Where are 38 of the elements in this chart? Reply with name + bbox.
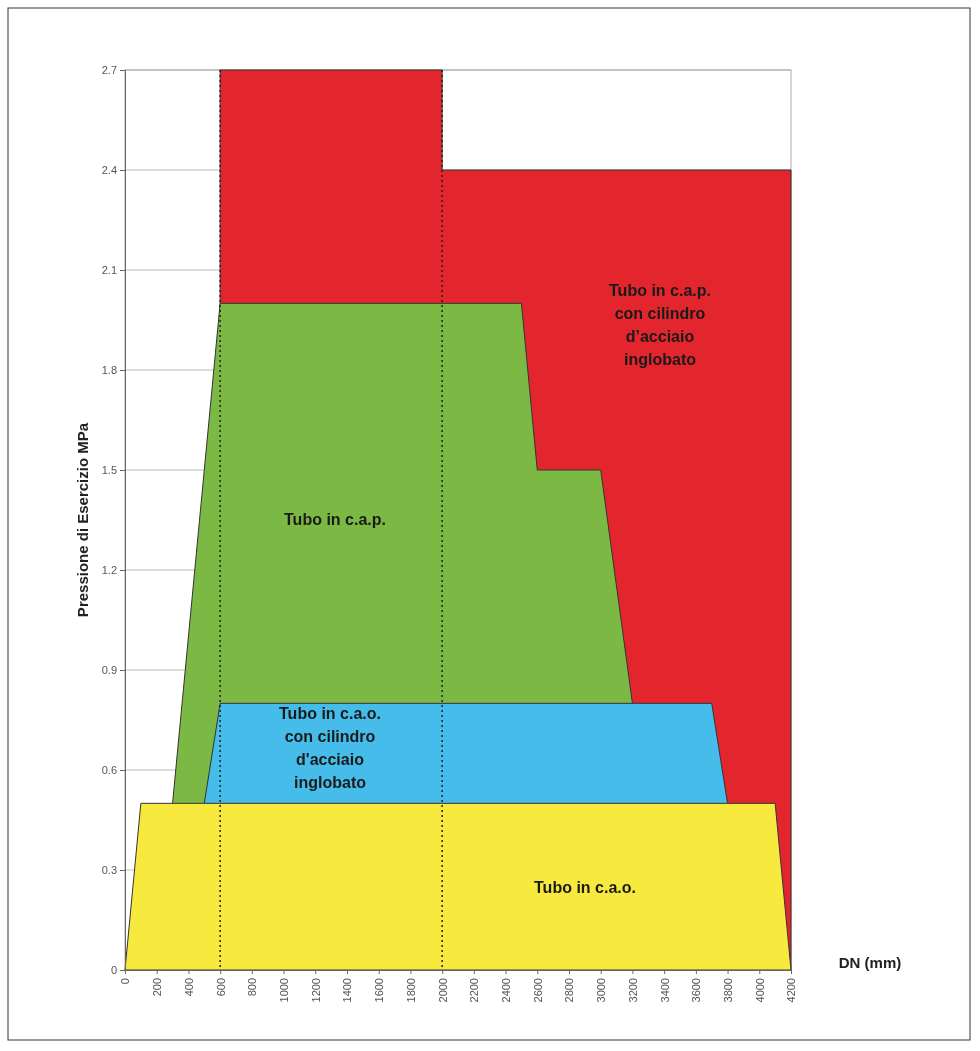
x-tick-label: 4000 <box>753 978 766 1003</box>
x-tick-label: 400 <box>182 978 195 997</box>
x-tick-label: 4200 <box>785 978 798 1003</box>
x-axis-title: DN (mm) <box>838 954 902 971</box>
x-tick-label: 2800 <box>563 978 576 1003</box>
annotation: Tubo in c.a.o. <box>534 879 636 896</box>
x-tick-label: 3200 <box>626 978 639 1003</box>
x-tick-label: 800 <box>246 978 259 997</box>
y-tick-label: 2.4 <box>101 164 117 177</box>
annotation: Tubo in c.a.p. <box>284 511 386 528</box>
x-tick-label: 1000 <box>277 978 290 1003</box>
y-tick-label: 0.3 <box>101 864 117 877</box>
y-tick-label: 2.7 <box>101 64 117 77</box>
y-tick-label: 1.5 <box>101 464 117 477</box>
x-tick-label: 3000 <box>595 978 608 1003</box>
x-tick-label: 3600 <box>690 978 703 1003</box>
y-tick-label: 0.6 <box>101 764 117 777</box>
y-tick-label: 0 <box>110 964 117 977</box>
y-tick-label: 1.2 <box>101 564 117 577</box>
x-tick-label: 1200 <box>309 978 322 1003</box>
x-tick-label: 1400 <box>341 978 354 1003</box>
y-tick-label: 2.1 <box>101 264 117 277</box>
y-tick-label: 1.8 <box>101 364 117 377</box>
x-tick-label: 1600 <box>373 978 386 1003</box>
x-tick-label: 1800 <box>404 978 417 1003</box>
x-tick-label: 200 <box>151 978 164 997</box>
annotation: Tubo in c.a.o. con cilindro d'acciaio inglobato <box>279 704 381 791</box>
x-tick-label: 3400 <box>658 978 671 1003</box>
annotation: Tubo in c.a.p. con cilindro d’acciaio inglobato <box>609 281 711 368</box>
x-tick-label: 2200 <box>468 978 481 1003</box>
y-tick-label: 0.9 <box>101 664 117 677</box>
x-tick-label: 2600 <box>531 978 544 1003</box>
x-tick-label: 2400 <box>499 978 512 1003</box>
x-tick-label: 600 <box>214 978 227 997</box>
y-axis-title: Pressione di Esercizio MPa <box>74 422 91 618</box>
x-tick-label: 3800 <box>721 978 734 1003</box>
x-tick-label: 0 <box>119 978 132 985</box>
x-tick-label: 2000 <box>436 978 449 1003</box>
